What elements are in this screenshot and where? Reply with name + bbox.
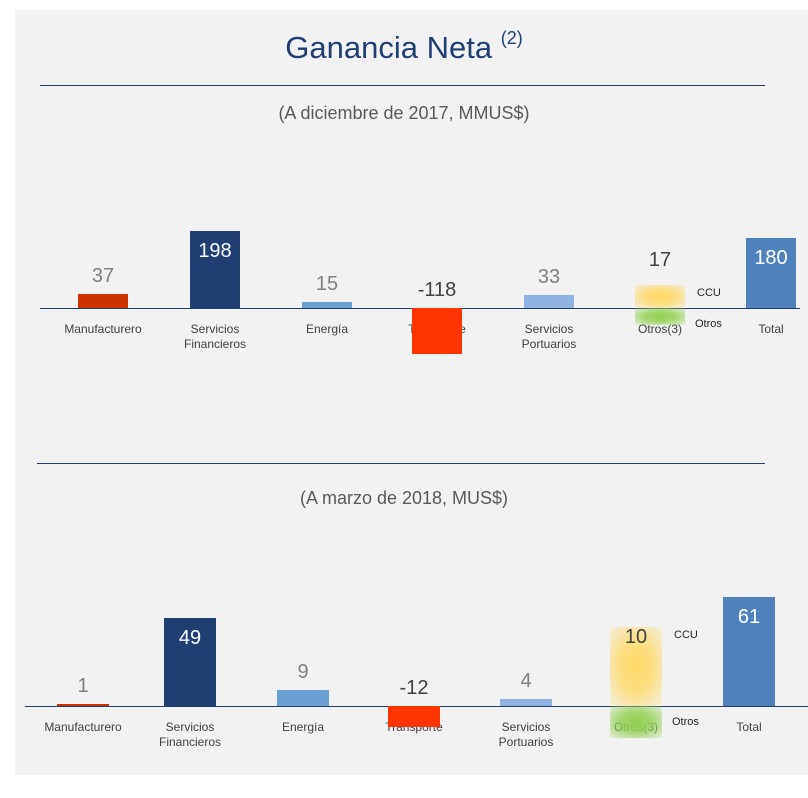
x-tick-label: Total xyxy=(758,322,784,336)
x-tick-label: Energía xyxy=(305,322,349,336)
title-rule xyxy=(40,85,765,86)
bar xyxy=(277,689,329,706)
bar xyxy=(302,302,352,308)
segment-label: CCU xyxy=(697,286,721,299)
value-label: 1 xyxy=(77,675,89,698)
value-label: 49 xyxy=(178,627,202,650)
subtitle: (A marzo de 2018, MUS$) xyxy=(299,488,509,508)
bar xyxy=(190,231,240,308)
value-label: -12 xyxy=(399,677,429,699)
x-tick-label: Manufacturero xyxy=(44,720,122,734)
bar xyxy=(500,698,552,706)
stack-segment xyxy=(610,627,662,706)
bar xyxy=(723,597,775,706)
bar xyxy=(78,293,128,308)
x-tick-label: Otros(3) xyxy=(637,322,682,336)
bar xyxy=(524,295,574,308)
value-label: 37 xyxy=(91,264,115,287)
stack-segment xyxy=(635,308,685,325)
title-note: (2) xyxy=(500,28,523,48)
x-tick-label: Energía xyxy=(281,720,325,734)
bar xyxy=(164,618,216,706)
title: Ganancia Neta xyxy=(285,30,493,65)
value-label: -118 xyxy=(417,279,457,301)
bar xyxy=(388,706,440,728)
title-block: Ganancia Neta (2) xyxy=(0,28,808,66)
section-rule xyxy=(37,463,765,464)
segment-label: Otros xyxy=(672,716,699,728)
x-tick-label: Servicios Portuarios xyxy=(521,322,577,351)
value-label: 15 xyxy=(315,273,339,296)
stack-segment xyxy=(610,706,662,739)
value-label: 61 xyxy=(737,606,761,628)
segment-label: Otros xyxy=(695,318,722,330)
value-label: 198 xyxy=(198,240,232,262)
value-label: 180 xyxy=(754,247,788,269)
value-label: 33 xyxy=(537,266,561,289)
bar xyxy=(412,308,462,354)
x-tick-label: Servicios Financieros xyxy=(158,720,222,749)
x-tick-label: Servicios Portuarios xyxy=(498,720,554,749)
x-tick-label: Servicios Financieros xyxy=(183,322,247,351)
stack-segment xyxy=(635,284,685,308)
segment-label: CCU xyxy=(674,629,698,642)
x-tick-label: Total xyxy=(736,720,762,734)
bar xyxy=(746,238,796,308)
x-tick-label: Manufacturero xyxy=(64,322,142,336)
value-label: 4 xyxy=(520,669,532,692)
bar xyxy=(57,704,109,706)
subtitle: (A diciembre de 2017, MMUS$) xyxy=(278,103,530,123)
panel xyxy=(15,10,808,775)
value-label: 10 xyxy=(624,626,648,649)
value-label: 17 xyxy=(648,248,672,271)
value-label: 9 xyxy=(297,660,309,683)
